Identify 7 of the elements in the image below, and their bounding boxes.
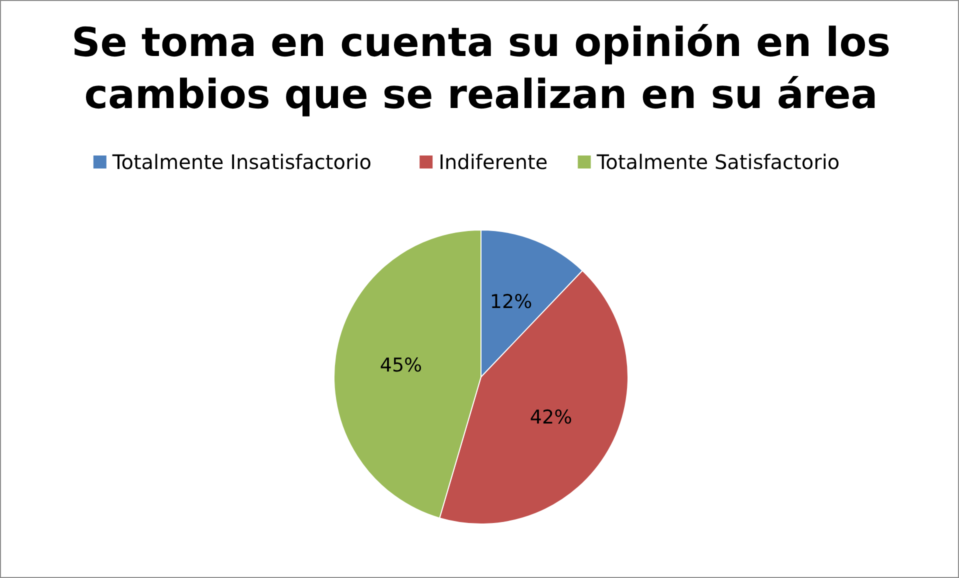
data-label: 42% — [530, 406, 572, 428]
chart-title: Se toma en cuenta su opinión en los cambios que se realizan en su área — [71, 20, 891, 118]
legend-label: Totalmente Insatisfactorio — [111, 150, 372, 174]
legend-label: Indiferente — [438, 150, 548, 174]
data-label: 45% — [380, 354, 422, 376]
legend-label: Totalmente Satisfactorio — [596, 150, 840, 174]
data-label: 12% — [490, 290, 532, 313]
